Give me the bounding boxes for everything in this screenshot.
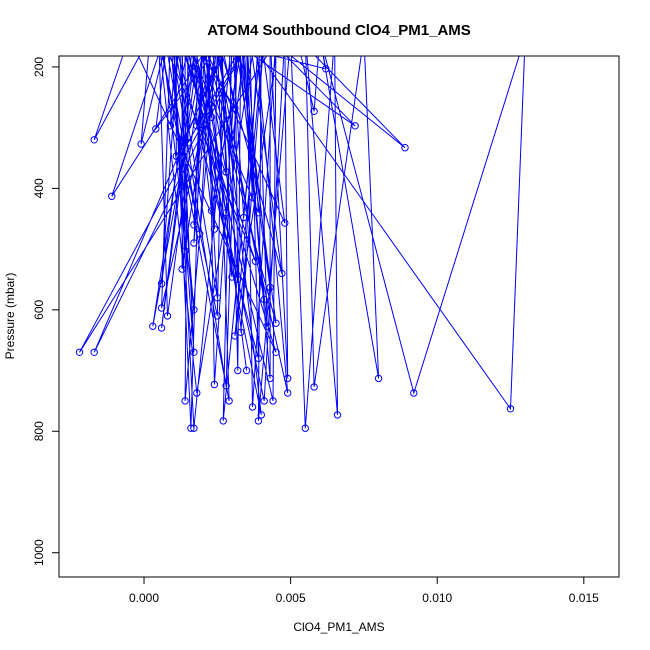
- data-point: [251, 257, 260, 265]
- y-tick-label: 600: [32, 299, 46, 319]
- data-point: [90, 348, 98, 356]
- data-point: [272, 348, 280, 356]
- data-point: [178, 265, 186, 273]
- data-point: [163, 312, 172, 320]
- data-point: [254, 354, 263, 363]
- data-point: [222, 382, 230, 390]
- data-point: [137, 140, 145, 148]
- x-tick-label: 0.010: [422, 591, 452, 605]
- data-point: [108, 192, 116, 201]
- data-point: [193, 122, 201, 130]
- data-point: [254, 209, 263, 217]
- data-point: [310, 107, 318, 116]
- y-tick-label: 800: [32, 421, 46, 441]
- data-point: [210, 225, 219, 233]
- x-tick-label: 0.015: [569, 591, 599, 605]
- data-point: [374, 374, 383, 383]
- data-point: [219, 417, 227, 425]
- data-point: [266, 283, 274, 292]
- data-point: [181, 247, 189, 255]
- data-point: [322, 65, 330, 73]
- data-point: [193, 389, 201, 397]
- data-point: [157, 324, 166, 332]
- data-point: [242, 366, 251, 375]
- data-point: [284, 374, 292, 383]
- data-point: [506, 405, 515, 413]
- data-point: [228, 139, 236, 147]
- plot-frame: [58, 55, 620, 578]
- data-point: [190, 239, 198, 247]
- y-tick-label: 200: [32, 57, 46, 77]
- data-point: [207, 207, 216, 215]
- data-point: [166, 122, 175, 130]
- data-point: [310, 383, 318, 391]
- x-tick-label: 0.000: [129, 591, 159, 605]
- data-point: [190, 348, 198, 356]
- data-point: [231, 332, 239, 340]
- data-point: [410, 389, 418, 397]
- data-point: [196, 230, 204, 238]
- data-point: [401, 144, 409, 152]
- data-point: [190, 221, 198, 229]
- data-point: [231, 104, 239, 112]
- data-point: [75, 348, 84, 356]
- data-point: [152, 125, 160, 133]
- data-point: [90, 136, 98, 144]
- data-point: [207, 113, 216, 122]
- data-point: [228, 273, 236, 281]
- data-point: [149, 322, 157, 330]
- data-point: [222, 209, 230, 217]
- data-point: [222, 168, 230, 176]
- y-tick-label: 400: [32, 178, 46, 198]
- data-point: [190, 306, 198, 314]
- data-point: [157, 304, 166, 312]
- data-point: [272, 319, 280, 327]
- data-point: [266, 374, 274, 383]
- data-point: [237, 328, 245, 336]
- data-point: [181, 397, 189, 405]
- x-tick-label: 0.005: [276, 591, 306, 605]
- data-point: [269, 397, 277, 405]
- y-axis-label: Pressure (mbar): [3, 273, 17, 360]
- data-point: [260, 295, 268, 304]
- data-point: [281, 219, 289, 227]
- data-point: [172, 152, 181, 160]
- data-point: [284, 389, 292, 397]
- data-point: [351, 122, 359, 130]
- data-point: [184, 139, 192, 147]
- data-point: [248, 403, 257, 411]
- y-tick-label: 1000: [32, 539, 46, 566]
- data-point: [190, 424, 198, 432]
- data-point: [213, 294, 222, 302]
- data-point: [225, 397, 233, 405]
- data-point: [301, 424, 309, 432]
- data-point: [187, 424, 195, 432]
- data-point: [263, 322, 271, 330]
- x-axis-label: ClO4_PM1_AMS: [293, 620, 384, 634]
- data-point: [254, 417, 263, 425]
- data-point: [213, 312, 222, 320]
- data-series: [75, 56, 525, 432]
- data-point: [248, 193, 257, 202]
- data-point: [234, 366, 242, 375]
- data-point: [240, 213, 248, 222]
- chart-title: ATOM4 Southbound ClO4_PM1_AMS: [207, 22, 471, 39]
- data-point: [157, 280, 166, 288]
- data-point: [260, 397, 268, 405]
- data-point: [333, 411, 342, 419]
- axes: 0.000 0.005 0.010 0.015 200 400 600 800 1000: [32, 55, 620, 605]
- data-point: [257, 411, 265, 419]
- data-point: [210, 380, 219, 389]
- series-line: [79, 56, 525, 429]
- data-point: [278, 269, 286, 278]
